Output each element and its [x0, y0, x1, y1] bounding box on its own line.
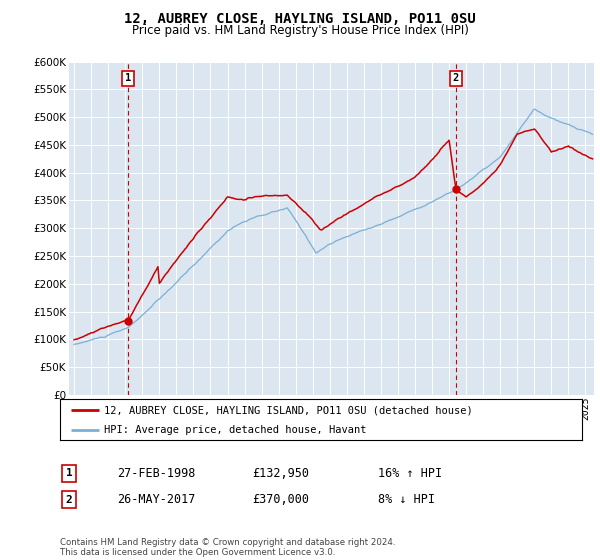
- Text: 2: 2: [453, 73, 459, 83]
- Text: 26-MAY-2017: 26-MAY-2017: [117, 493, 196, 506]
- Text: 8% ↓ HPI: 8% ↓ HPI: [378, 493, 435, 506]
- Text: 16% ↑ HPI: 16% ↑ HPI: [378, 466, 442, 480]
- Text: 27-FEB-1998: 27-FEB-1998: [117, 466, 196, 480]
- Text: 1: 1: [65, 468, 73, 478]
- Text: £132,950: £132,950: [252, 466, 309, 480]
- Text: HPI: Average price, detached house, Havant: HPI: Average price, detached house, Hava…: [104, 424, 367, 435]
- Text: Contains HM Land Registry data © Crown copyright and database right 2024.
This d: Contains HM Land Registry data © Crown c…: [60, 538, 395, 557]
- Text: £370,000: £370,000: [252, 493, 309, 506]
- Text: 12, AUBREY CLOSE, HAYLING ISLAND, PO11 0SU: 12, AUBREY CLOSE, HAYLING ISLAND, PO11 0…: [124, 12, 476, 26]
- Text: 12, AUBREY CLOSE, HAYLING ISLAND, PO11 0SU (detached house): 12, AUBREY CLOSE, HAYLING ISLAND, PO11 0…: [104, 405, 473, 415]
- Text: Price paid vs. HM Land Registry's House Price Index (HPI): Price paid vs. HM Land Registry's House …: [131, 24, 469, 37]
- Text: 2: 2: [65, 494, 73, 505]
- Text: 1: 1: [125, 73, 131, 83]
